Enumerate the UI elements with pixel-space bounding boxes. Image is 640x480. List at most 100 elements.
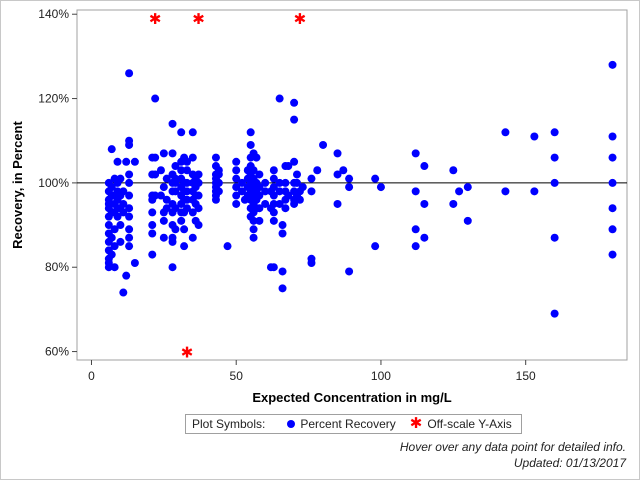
data-point[interactable] — [249, 225, 258, 234]
data-point[interactable] — [125, 191, 134, 200]
data-point[interactable] — [151, 191, 160, 200]
data-point[interactable] — [278, 267, 287, 276]
data-point[interactable] — [232, 183, 241, 192]
data-point[interactable] — [119, 199, 128, 208]
data-point[interactable] — [171, 204, 180, 213]
data-point[interactable] — [608, 250, 617, 259]
data-point[interactable] — [151, 94, 160, 103]
data-point[interactable] — [246, 140, 255, 149]
data-point[interactable] — [162, 204, 171, 213]
data-point[interactable] — [290, 157, 299, 166]
offscale-point[interactable]: ✱ — [192, 11, 205, 28]
data-point[interactable] — [275, 178, 284, 187]
data-point[interactable] — [168, 119, 177, 128]
data-point[interactable] — [255, 191, 264, 200]
data-point[interactable] — [550, 309, 559, 318]
data-point[interactable] — [125, 212, 134, 221]
data-point[interactable] — [107, 233, 116, 242]
data-point[interactable] — [319, 140, 328, 149]
data-point[interactable] — [180, 225, 189, 234]
data-point[interactable] — [113, 212, 122, 221]
data-point[interactable] — [125, 170, 134, 179]
data-point[interactable] — [223, 242, 232, 251]
data-point[interactable] — [249, 216, 258, 225]
data-point[interactable] — [159, 183, 168, 192]
data-point[interactable] — [608, 132, 617, 141]
data-point[interactable] — [125, 233, 134, 242]
data-point[interactable] — [211, 195, 220, 204]
data-point[interactable] — [130, 157, 139, 166]
data-point[interactable] — [269, 199, 278, 208]
data-point[interactable] — [211, 153, 220, 162]
data-point[interactable] — [107, 183, 116, 192]
data-point[interactable] — [232, 166, 241, 175]
data-point[interactable] — [371, 242, 380, 251]
data-point[interactable] — [345, 174, 354, 183]
data-point[interactable] — [104, 221, 113, 230]
data-point[interactable] — [107, 250, 116, 259]
data-point[interactable] — [411, 242, 420, 251]
data-point[interactable] — [110, 263, 119, 272]
data-point[interactable] — [269, 166, 278, 175]
data-point[interactable] — [180, 242, 189, 251]
data-point[interactable] — [168, 237, 177, 246]
data-point[interactable] — [530, 187, 539, 196]
data-point[interactable] — [339, 166, 348, 175]
data-point[interactable] — [313, 166, 322, 175]
data-point[interactable] — [298, 183, 307, 192]
data-point[interactable] — [345, 267, 354, 276]
data-point[interactable] — [122, 271, 131, 280]
data-point[interactable] — [608, 153, 617, 162]
data-point[interactable] — [411, 187, 420, 196]
data-point[interactable] — [501, 128, 510, 137]
data-point[interactable] — [168, 263, 177, 272]
data-point[interactable] — [194, 221, 203, 230]
data-point[interactable] — [113, 157, 122, 166]
data-point[interactable] — [255, 204, 264, 213]
data-point[interactable] — [188, 153, 197, 162]
data-point[interactable] — [255, 216, 264, 225]
data-point[interactable] — [290, 98, 299, 107]
data-point[interactable] — [125, 140, 134, 149]
data-point[interactable] — [214, 187, 223, 196]
data-point[interactable] — [194, 170, 203, 179]
data-point[interactable] — [269, 208, 278, 217]
data-point[interactable] — [104, 263, 113, 272]
data-point[interactable] — [449, 199, 458, 208]
data-point[interactable] — [278, 221, 287, 230]
data-point[interactable] — [376, 183, 385, 192]
data-point[interactable] — [122, 157, 131, 166]
data-point[interactable] — [290, 199, 299, 208]
data-point[interactable] — [194, 178, 203, 187]
data-point[interactable] — [148, 229, 157, 238]
data-point[interactable] — [148, 208, 157, 217]
data-point[interactable] — [125, 178, 134, 187]
data-point[interactable] — [188, 233, 197, 242]
data-point[interactable] — [269, 263, 278, 272]
data-point[interactable] — [232, 157, 241, 166]
data-point[interactable] — [411, 149, 420, 158]
data-point[interactable] — [333, 170, 342, 179]
data-point[interactable] — [307, 187, 316, 196]
data-point[interactable] — [116, 237, 125, 246]
data-point[interactable] — [550, 233, 559, 242]
data-point[interactable] — [281, 178, 290, 187]
data-point[interactable] — [159, 233, 168, 242]
data-point[interactable] — [119, 288, 128, 297]
data-point[interactable] — [608, 204, 617, 213]
data-point[interactable] — [130, 259, 139, 268]
data-point[interactable] — [183, 166, 191, 175]
data-point[interactable] — [116, 221, 125, 230]
data-point[interactable] — [420, 162, 429, 171]
data-point[interactable] — [125, 242, 134, 251]
data-point[interactable] — [371, 174, 380, 183]
data-point[interactable] — [455, 187, 464, 196]
data-point[interactable] — [116, 174, 125, 183]
data-point[interactable] — [177, 216, 186, 225]
data-point[interactable] — [183, 195, 191, 204]
data-point[interactable] — [293, 178, 301, 187]
data-point[interactable] — [110, 225, 119, 234]
data-point[interactable] — [159, 149, 168, 158]
data-point[interactable] — [249, 166, 258, 175]
data-point[interactable] — [550, 153, 559, 162]
